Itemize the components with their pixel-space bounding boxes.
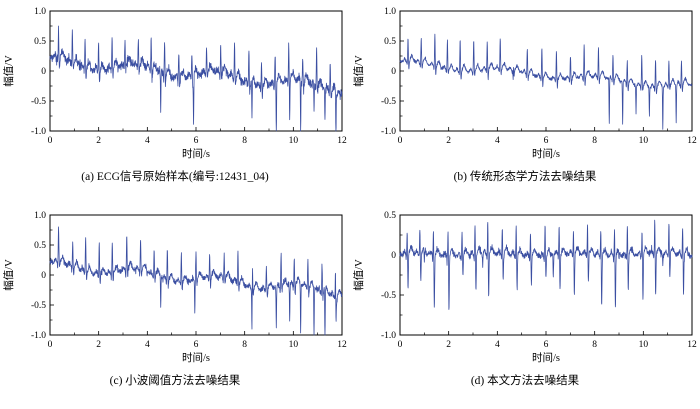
- subplot-b-chart: 0 2 4 6 8 10 12 1.0 0.5 0 -0.5 -1.0 时间/s 幅值/V: [352, 7, 697, 160]
- x-tick-label: 4: [145, 136, 150, 146]
- subplot-a-chart: 0 2 4 6 8 10 12 1.0 0.5 0 -0.5 -1.0 时间/s 幅值/V: [2, 7, 347, 160]
- x-tick-label: 2: [446, 136, 451, 146]
- x-tick-label: 12: [687, 340, 697, 350]
- x-tick-label: 8: [592, 340, 597, 350]
- y-tick-label: 0.5: [384, 211, 396, 221]
- x-tick-label: 12: [337, 340, 347, 350]
- y-tick-label: 0: [41, 271, 46, 281]
- y-tick-label: 1.0: [384, 7, 396, 17]
- y-tick-label: -0.5: [31, 97, 46, 107]
- y-tick-label: -1.0: [381, 127, 396, 137]
- subplot-c: 0 2 4 6 8 10 12 1.0 0.5 0 -0.5 -1.0 时间/s 幅值/V (c) 小波阈…: [0, 204, 350, 409]
- x-tick-label: 0: [398, 340, 403, 350]
- subplot-d-caption: (d) 本文方法去噪结果: [470, 375, 580, 387]
- y-tick-label: 0.5: [34, 37, 46, 47]
- y-tick-label: 1.0: [34, 7, 46, 17]
- x-axis-label: 时间/s: [532, 147, 560, 160]
- subplot-c-chart: 0 2 4 6 8 10 12 1.0 0.5 0 -0.5 -1.0 时间/s 幅值/V: [2, 211, 347, 364]
- y-tick-label: -0.5: [31, 301, 46, 311]
- x-tick-label: 6: [544, 136, 549, 146]
- x-tick-label: 2: [96, 136, 101, 146]
- y-tick-label: -1.0: [31, 127, 46, 137]
- y-tick-label: 0: [41, 67, 46, 77]
- x-tick-label: 4: [495, 340, 500, 350]
- plot-box: [399, 10, 693, 132]
- subplot-d-chart: 0 2 4 6 8 10 12 0.5 0 -0.5 -1.0 时间/s 幅值/V: [352, 211, 697, 364]
- x-tick-label: 8: [242, 340, 247, 350]
- subplot-c-caption: (c) 小波阈值方法去噪结果: [109, 375, 241, 387]
- x-tick-label: 10: [639, 136, 649, 146]
- x-tick-label: 12: [687, 136, 697, 146]
- x-tick-label: 0: [398, 136, 403, 146]
- y-tick-label: -0.5: [381, 291, 396, 301]
- y-tick-label: 0: [391, 67, 396, 77]
- y-axis-label: 幅值/V: [2, 55, 15, 87]
- x-tick-label: 10: [289, 136, 299, 146]
- y-tick-label: 1.0: [34, 211, 46, 221]
- subplot-b-caption: (b) 传统形态学方法去噪结果: [453, 171, 597, 183]
- subplot-d: 0 2 4 6 8 10 12 0.5 0 -0.5 -1.0 时间/s 幅值/V (d) 本文方法去噪…: [350, 204, 700, 409]
- x-tick-label: 10: [639, 340, 649, 350]
- subplot-a: 0 2 4 6 8 10 12 1.0 0.5 0 -0.5 -1.0 时间/s 幅值/V (a) ECG…: [0, 0, 350, 204]
- x-tick-label: 2: [96, 340, 101, 350]
- x-tick-label: 4: [145, 340, 150, 350]
- x-tick-label: 8: [242, 136, 247, 146]
- x-tick-label: 2: [446, 340, 451, 350]
- y-tick-label: -0.5: [381, 97, 396, 107]
- x-axis-label: 时间/s: [182, 351, 210, 364]
- ecg-trace: [49, 25, 343, 132]
- x-axis-label: 时间/s: [532, 351, 560, 364]
- x-tick-label: 12: [337, 136, 347, 146]
- subplot-a-caption: (a) ECG信号原始样本(编号:12431_04): [81, 171, 269, 183]
- y-tick-label: -1.0: [31, 331, 46, 341]
- x-tick-label: 0: [48, 340, 53, 350]
- ecg-trace: [49, 226, 343, 336]
- x-axis-label: 时间/s: [182, 147, 210, 160]
- x-tick-label: 6: [194, 136, 199, 146]
- ecg-trace: [399, 33, 693, 130]
- y-tick-label: 0: [391, 251, 396, 261]
- y-axis-label: 幅值/V: [352, 55, 365, 87]
- subplot-b: 0 2 4 6 8 10 12 1.0 0.5 0 -0.5 -1.0 时间/s 幅值/V (b) 传统形…: [350, 0, 700, 204]
- y-tick-label: -1.0: [381, 331, 396, 341]
- x-tick-label: 6: [544, 340, 549, 350]
- x-tick-label: 10: [289, 340, 299, 350]
- x-tick-label: 0: [48, 136, 53, 146]
- y-tick-label: 0.5: [384, 37, 396, 47]
- y-tick-label: 0.5: [34, 241, 46, 251]
- ecg-trace: [399, 219, 693, 310]
- x-tick-label: 6: [194, 340, 199, 350]
- y-axis-label: 幅值/V: [352, 259, 365, 291]
- x-tick-label: 4: [495, 136, 500, 146]
- x-tick-label: 8: [592, 136, 597, 146]
- y-axis-label: 幅值/V: [2, 259, 15, 291]
